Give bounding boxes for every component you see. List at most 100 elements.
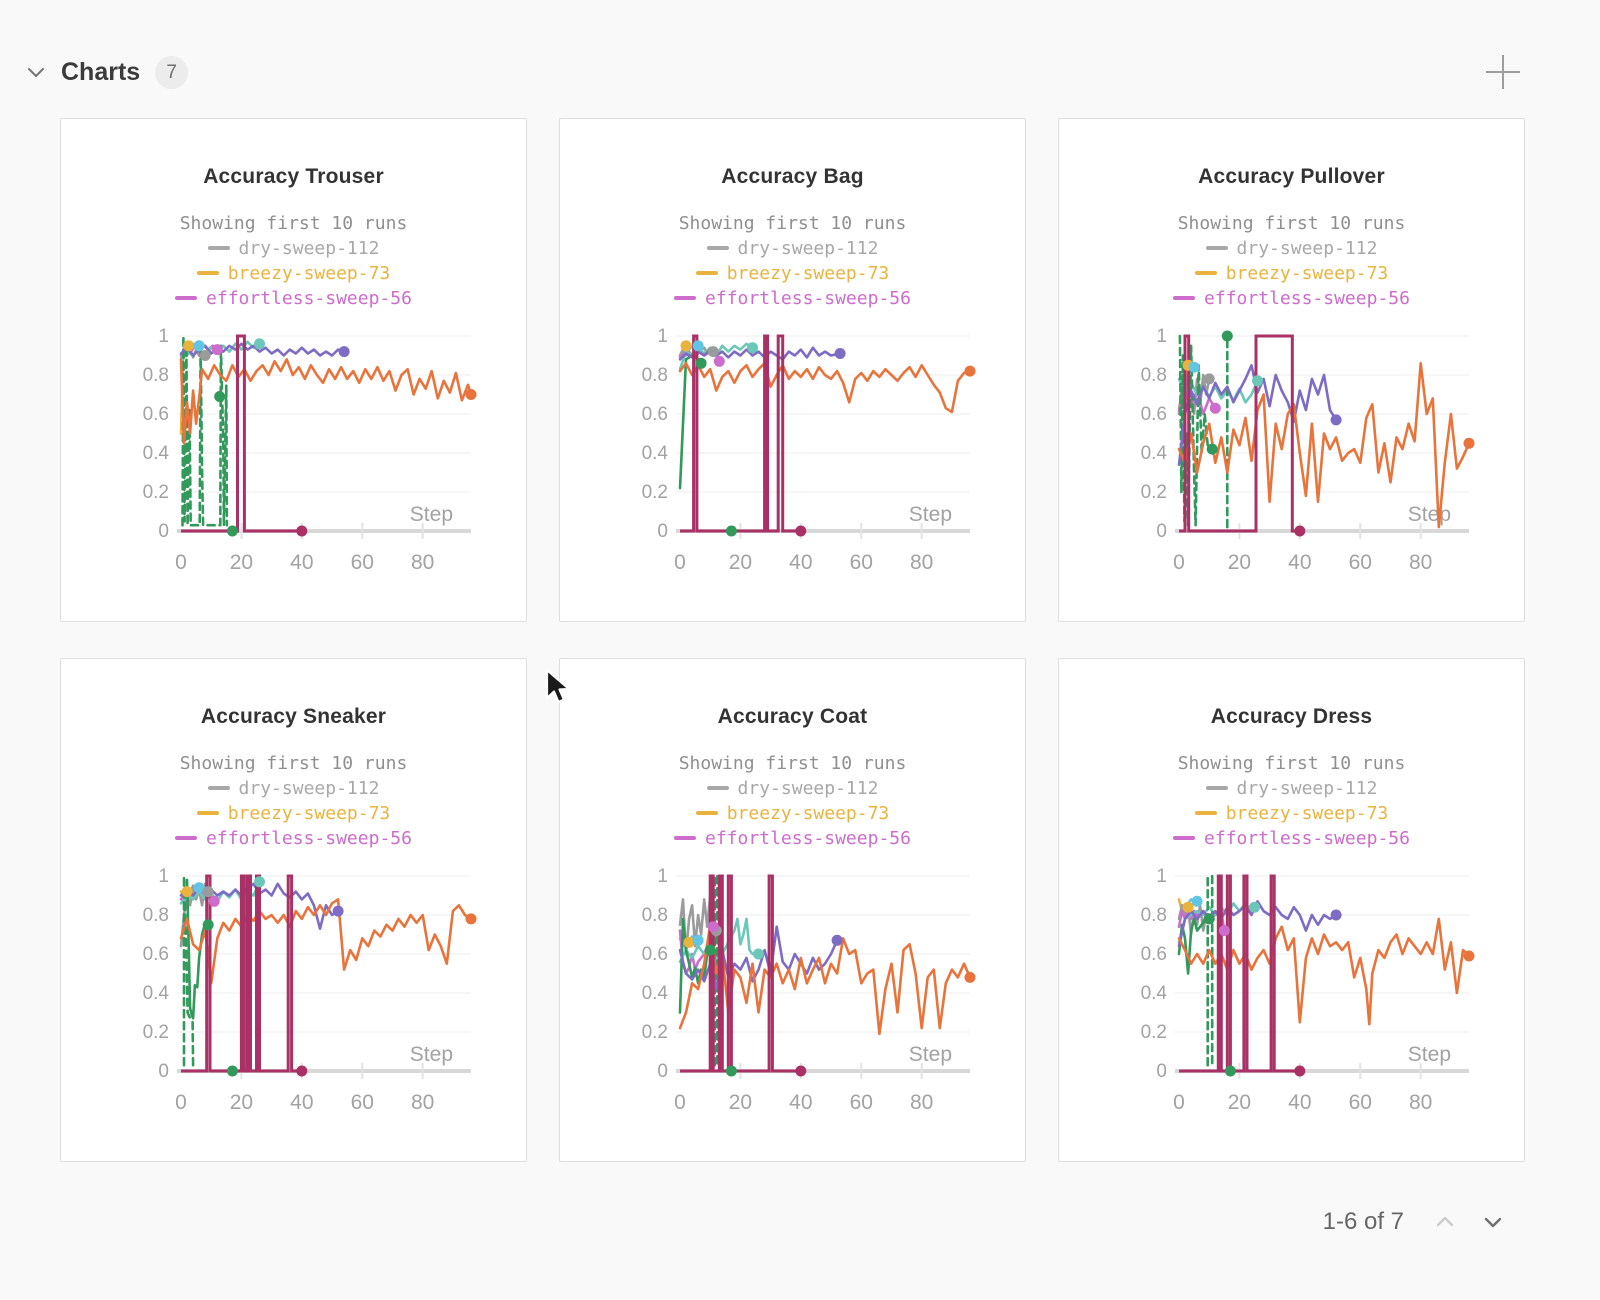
legend-dash-icon xyxy=(207,786,230,790)
svg-text:0.4: 0.4 xyxy=(143,443,170,464)
panel-plot: 0 0.2 0.4 0.6 0.8 1 0 20 40 60 80 Step xyxy=(143,326,477,574)
panel-title: Accuracy Bag xyxy=(721,165,864,188)
svg-text:80: 80 xyxy=(910,551,933,574)
panel-plot: 0 0.2 0.4 0.6 0.8 1 0 20 40 60 80 Step xyxy=(143,866,477,1114)
legend-runs: dry-sweep-112 breezy-sweep-73 effortless-s… xyxy=(560,236,1025,311)
legend-run-name: breezy-sweep-73 xyxy=(726,263,890,284)
svg-text:0.8: 0.8 xyxy=(642,365,668,386)
panel-count-badge: 7 xyxy=(155,55,189,89)
svg-text:0.2: 0.2 xyxy=(642,1022,668,1043)
pagination-next-icon[interactable] xyxy=(1480,1209,1506,1235)
svg-text:20: 20 xyxy=(729,1091,752,1114)
legend-dash-icon xyxy=(674,836,697,840)
legend-run: dry-sweep-112 xyxy=(61,776,526,801)
legend-runs: dry-sweep-112 breezy-sweep-73 effortless-s… xyxy=(61,776,526,851)
svg-text:0: 0 xyxy=(1173,551,1185,574)
chart-panel[interactable]: Accuracy Bag Showing first 10 runs dry-s… xyxy=(559,118,1026,622)
legend-dash-icon xyxy=(706,246,729,250)
svg-text:0.6: 0.6 xyxy=(1141,404,1167,425)
chart-panel[interactable]: Accuracy Pullover Showing first 10 runs … xyxy=(1058,118,1525,622)
section-title: Charts xyxy=(61,57,141,86)
legend-run-name: breezy-sweep-73 xyxy=(227,803,391,824)
svg-text:80: 80 xyxy=(1409,1091,1432,1114)
legend-dash-icon xyxy=(695,811,718,815)
svg-text:0.8: 0.8 xyxy=(143,365,169,386)
legend-run: breezy-sweep-73 xyxy=(61,801,526,826)
svg-text:40: 40 xyxy=(789,1091,812,1114)
svg-text:0.4: 0.4 xyxy=(1141,983,1168,1004)
svg-text:1: 1 xyxy=(1156,326,1167,347)
svg-text:0: 0 xyxy=(158,1061,169,1082)
panel-legend: Showing first 10 runs dry-sweep-112 breez… xyxy=(61,211,526,311)
chart-panel[interactable]: Accuracy Trouser Showing first 10 runs d… xyxy=(60,118,527,622)
legend-run-name: dry-sweep-112 xyxy=(737,778,879,799)
svg-text:Step: Step xyxy=(909,1043,952,1066)
legend-run: effortless-sweep-56 xyxy=(560,826,1025,851)
legend-run: effortless-sweep-56 xyxy=(560,286,1025,311)
panel-title: Accuracy Pullover xyxy=(1198,165,1385,188)
legend-run-name: dry-sweep-112 xyxy=(1236,238,1378,259)
legend-run: breezy-sweep-73 xyxy=(560,261,1025,286)
svg-text:80: 80 xyxy=(411,551,434,574)
legend-run-name: breezy-sweep-73 xyxy=(1225,263,1389,284)
svg-text:20: 20 xyxy=(1228,551,1251,574)
svg-text:20: 20 xyxy=(230,1091,253,1114)
svg-text:40: 40 xyxy=(1288,1091,1311,1114)
legend-showing: Showing first 10 runs xyxy=(1177,213,1406,234)
legend-run: dry-sweep-112 xyxy=(61,236,526,261)
pagination: 1-6 of 7 xyxy=(1323,1202,1506,1242)
svg-text:40: 40 xyxy=(789,551,812,574)
legend-run: effortless-sweep-56 xyxy=(1059,826,1524,851)
legend-dash-icon xyxy=(175,296,198,300)
legend-run-name: dry-sweep-112 xyxy=(238,238,380,259)
svg-text:80: 80 xyxy=(411,1091,434,1114)
legend-runs: dry-sweep-112 breezy-sweep-73 effortless-s… xyxy=(1059,236,1524,311)
svg-text:1: 1 xyxy=(1156,866,1167,887)
legend-run: breezy-sweep-73 xyxy=(61,261,526,286)
chart-panel[interactable]: Accuracy Dress Showing first 10 runs dry… xyxy=(1058,658,1525,1162)
legend-run-name: breezy-sweep-73 xyxy=(726,803,890,824)
svg-text:0.6: 0.6 xyxy=(642,944,668,965)
chart-panel[interactable]: Accuracy Sneaker Showing first 10 runs d… xyxy=(60,658,527,1162)
svg-text:40: 40 xyxy=(290,551,313,574)
legend-run-name: effortless-sweep-56 xyxy=(206,288,412,309)
collapse-chevron-icon[interactable] xyxy=(24,60,48,84)
svg-text:0: 0 xyxy=(657,1061,668,1082)
svg-text:0: 0 xyxy=(158,521,169,542)
panel-plot: 0 0.2 0.4 0.6 0.8 1 0 20 40 60 80 Step xyxy=(642,326,976,574)
legend-run-name: breezy-sweep-73 xyxy=(1225,803,1389,824)
legend-run-name: breezy-sweep-73 xyxy=(227,263,391,284)
legend-run: breezy-sweep-73 xyxy=(1059,801,1524,826)
svg-text:60: 60 xyxy=(1349,551,1372,574)
legend-showing: Showing first 10 runs xyxy=(179,213,408,234)
legend-dash-icon xyxy=(1205,786,1228,790)
svg-text:0: 0 xyxy=(1173,1091,1185,1114)
legend-runs: dry-sweep-112 breezy-sweep-73 effortless-s… xyxy=(560,776,1025,851)
legend-run: dry-sweep-112 xyxy=(1059,776,1524,801)
legend-run-name: effortless-sweep-56 xyxy=(705,828,911,849)
panel-plot: 0 0.2 0.4 0.6 0.8 1 0 20 40 60 80 Step xyxy=(1141,326,1475,574)
svg-text:0: 0 xyxy=(657,521,668,542)
svg-text:0.2: 0.2 xyxy=(143,1022,169,1043)
svg-text:0.2: 0.2 xyxy=(1141,1022,1167,1043)
legend-run: effortless-sweep-56 xyxy=(1059,286,1524,311)
svg-text:0.4: 0.4 xyxy=(1141,443,1168,464)
panel-legend: Showing first 10 runs dry-sweep-112 breez… xyxy=(1059,211,1524,311)
add-panel-button[interactable] xyxy=(1481,50,1525,94)
pagination-prev-icon[interactable] xyxy=(1432,1209,1458,1235)
chart-panel[interactable]: Accuracy Coat Showing first 10 runs dry-… xyxy=(559,658,1026,1162)
panel-legend: Showing first 10 runs dry-sweep-112 breez… xyxy=(1059,751,1524,851)
legend-run: dry-sweep-112 xyxy=(1059,236,1524,261)
svg-text:0.4: 0.4 xyxy=(642,443,669,464)
panel-title: Accuracy Coat xyxy=(717,705,868,728)
legend-run: effortless-sweep-56 xyxy=(61,826,526,851)
legend-run-name: effortless-sweep-56 xyxy=(1204,288,1410,309)
svg-text:0.2: 0.2 xyxy=(642,482,668,503)
svg-text:Step: Step xyxy=(909,503,952,526)
svg-text:60: 60 xyxy=(1349,1091,1372,1114)
svg-text:0.8: 0.8 xyxy=(642,905,668,926)
svg-text:40: 40 xyxy=(1288,551,1311,574)
svg-text:0.8: 0.8 xyxy=(143,905,169,926)
panel-legend: Showing first 10 runs dry-sweep-112 breez… xyxy=(61,751,526,851)
svg-text:60: 60 xyxy=(850,1091,873,1114)
